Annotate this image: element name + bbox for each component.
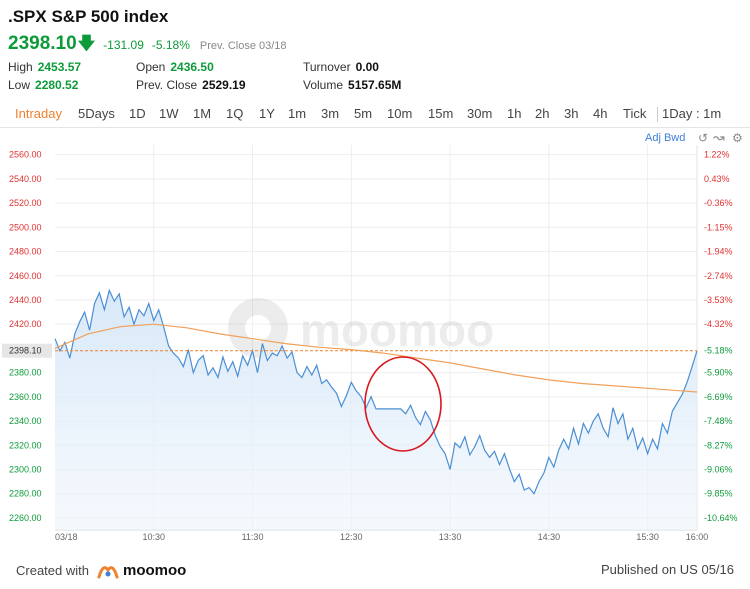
y-tick-label: 2300.00 — [9, 464, 42, 474]
adj-bwd-toggle[interactable]: Adj Bwd — [645, 132, 686, 144]
stat-prev-close: Prev. Close 2529.19 — [136, 78, 246, 92]
last-price: 2398.10 — [8, 33, 77, 54]
price-change: -131.09 — [103, 38, 144, 52]
ref-price-box — [2, 343, 52, 358]
pct-tick-label: -2.74% — [704, 271, 733, 281]
tab-1day-1m[interactable]: 1Day : 1m — [662, 106, 722, 121]
undo-icon[interactable]: ↺ — [698, 131, 709, 145]
price-axis: 2560.00 2540.00 2520.00 2500.00 2480.00 2460.… — [2, 150, 52, 523]
down-arrow-icon: 🡇 — [77, 34, 96, 53]
annotation-ellipse — [364, 356, 442, 452]
x-tick-label: 15:30 — [636, 532, 659, 540]
svg-text:moomoo: moomoo — [300, 304, 494, 356]
average-line — [54, 323, 698, 393]
pct-tick-label: 0.43% — [704, 174, 730, 184]
pct-tick-label: -7.48% — [704, 416, 733, 426]
tab-3min[interactable]: 3m — [321, 106, 340, 121]
y-tick-label: 2520.00 — [9, 198, 42, 208]
y-tick-label: 2398.10 — [9, 346, 42, 356]
pct-tick-label: -5.18% — [704, 346, 733, 356]
time-axis: 03/18 10:30 11:30 12:30 13:30 14:30 15:30 16:00 — [55, 532, 708, 540]
footer-published: Published on US 05/16 — [601, 562, 734, 577]
x-tick-label: 13:30 — [439, 532, 462, 540]
y-tick-label: 2440.00 — [9, 295, 42, 305]
tab-3h[interactable]: 3h — [564, 106, 579, 121]
moomoo-watermark: moomoo — [228, 298, 494, 358]
tab-30min[interactable]: 30m — [467, 106, 493, 121]
tab-10min[interactable]: 10m — [387, 106, 413, 121]
indicator-icon[interactable]: ↝ — [713, 129, 725, 145]
y-tick-label: 2340.00 — [9, 416, 42, 426]
y-tick-label: 2500.00 — [9, 222, 42, 232]
y-tick-label: 2560.00 — [9, 150, 42, 160]
ticker-title: .SPX S&P 500 index — [8, 7, 169, 26]
y-tick-label: 2280.00 — [9, 489, 42, 499]
pct-tick-label: -8.27% — [704, 440, 733, 450]
stat-low: Low 2280.52 — [8, 78, 79, 92]
pct-tick-label: -0.36% — [704, 198, 733, 208]
settings-icon[interactable]: ⚙ — [732, 131, 743, 145]
stat-volume: Volume 5157.65M — [303, 78, 402, 92]
y-tick-label: 2480.00 — [9, 247, 42, 257]
x-tick-label: 10:30 — [143, 532, 166, 540]
tab-1y[interactable]: 1Y — [259, 106, 275, 121]
price-change-pct: -5.18% — [151, 38, 190, 52]
tab-1w[interactable]: 1W — [159, 106, 179, 121]
tab-1h[interactable]: 1h — [507, 106, 522, 121]
tab-1m-period[interactable]: 1M — [193, 106, 212, 121]
tab-tick[interactable]: Tick — [623, 106, 647, 121]
pct-tick-label: -6.69% — [704, 392, 733, 402]
prev-close-date: Prev. Close 03/18 — [199, 40, 287, 52]
tab-1min[interactable]: 1m — [288, 106, 307, 121]
percent-axis: 1.22% 0.43% -0.36% -1.15% -1.94% -2.74% -3.53%… — [704, 150, 738, 523]
intraday-chart: moomoo 2560.00 2540.00 2520.00 2500.00 2480.… — [2, 145, 738, 540]
tab-1q[interactable]: 1Q — [226, 106, 244, 121]
pct-tick-label: -9.85% — [704, 489, 733, 499]
pct-tick-label: -5.90% — [704, 368, 733, 378]
stat-turnover: Turnover 0.00 — [303, 60, 379, 74]
pct-tick-label: -1.15% — [704, 222, 733, 232]
tab-divider — [657, 107, 658, 122]
tab-2h[interactable]: 2h — [535, 106, 550, 121]
tab-5min[interactable]: 5m — [354, 106, 373, 121]
footer-created-with: Created with moomoo — [16, 561, 187, 579]
y-tick-label: 2540.00 — [9, 174, 42, 184]
pct-tick-label: -1.94% — [704, 247, 733, 257]
x-tick-label: 14:30 — [538, 532, 561, 540]
plot-area — [54, 288, 698, 530]
y-tick-label: 2320.00 — [9, 440, 42, 450]
price-row: 2398.10 🡇 -131.09 -5.18% Prev. Close 03/… — [8, 31, 287, 60]
stat-open: Open 2436.50 — [136, 60, 214, 74]
tab-intraday[interactable]: Intraday — [15, 106, 62, 121]
pct-tick-label: -3.53% — [704, 295, 733, 305]
x-tick-label: 16:00 — [686, 532, 709, 540]
y-tick-label: 2380.00 — [9, 368, 42, 378]
x-tick-label: 03/18 — [55, 532, 78, 540]
moomoo-logo-icon — [97, 566, 119, 579]
tab-4h[interactable]: 4h — [593, 106, 608, 121]
y-tick-label: 2360.00 — [9, 392, 42, 402]
stat-high: High 2453.57 — [8, 60, 82, 74]
x-tick-label: 11:30 — [242, 532, 264, 540]
tab-1d[interactable]: 1D — [129, 106, 146, 121]
tab-15min[interactable]: 15m — [428, 106, 454, 121]
price-line — [54, 288, 698, 495]
tab-5days[interactable]: 5Days — [78, 106, 115, 121]
price-area — [55, 290, 697, 530]
period-tabs: Intraday 5Days 1D 1W 1M 1Q 1Y 1m 3m 5m 1… — [0, 101, 750, 128]
y-tick-label: 2460.00 — [9, 271, 42, 281]
pct-tick-label: -4.32% — [704, 319, 733, 329]
pct-tick-label: -10.64% — [704, 513, 738, 523]
x-tick-label: 12:30 — [340, 532, 363, 540]
y-tick-label: 2260.00 — [9, 513, 42, 523]
pct-tick-label: 1.22% — [704, 150, 730, 160]
pct-tick-label: -9.06% — [704, 464, 733, 474]
y-tick-label: 2420.00 — [9, 319, 42, 329]
